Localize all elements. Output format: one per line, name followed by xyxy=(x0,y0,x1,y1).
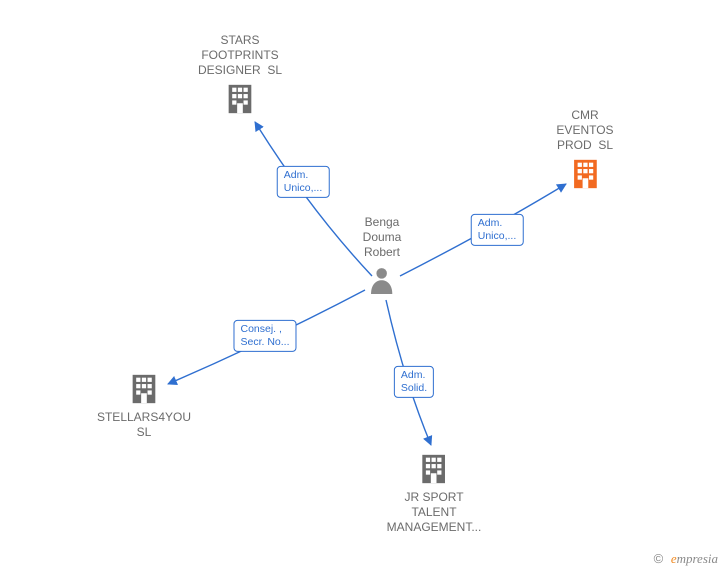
company-label-jrsport: JR SPORT TALENT MANAGEMENT... xyxy=(387,490,482,535)
company-label-cmr: CMR EVENTOS PROD SL xyxy=(556,108,613,153)
watermark: © empresia xyxy=(654,551,718,567)
diagram-canvas: Benga Douma Robert STARS FOOTPRINTS DESI… xyxy=(0,0,728,575)
person-icon xyxy=(363,264,402,294)
building-icon xyxy=(387,452,482,486)
edge-label-stars: Adm. Unico,... xyxy=(277,166,330,198)
person-node[interactable]: Benga Douma Robert xyxy=(363,215,402,294)
building-icon xyxy=(556,157,613,191)
company-node-stellars[interactable]: STELLARS4YOU SL xyxy=(97,372,191,440)
person-label: Benga Douma Robert xyxy=(363,215,402,260)
company-node-jrsport[interactable]: JR SPORT TALENT MANAGEMENT... xyxy=(387,452,482,535)
edge-label-jrsport: Adm. Solid. xyxy=(394,366,434,398)
edge-stars xyxy=(255,122,372,276)
edge-label-stellars: Consej. , Secr. No... xyxy=(233,320,296,352)
company-label-stars: STARS FOOTPRINTS DESIGNER SL xyxy=(198,33,282,78)
company-node-stars[interactable]: STARS FOOTPRINTS DESIGNER SL xyxy=(198,33,282,116)
building-icon xyxy=(198,82,282,116)
copyright-symbol: © xyxy=(654,551,664,566)
company-node-cmr[interactable]: CMR EVENTOS PROD SL xyxy=(556,108,613,191)
brand-name: empresia xyxy=(671,551,718,566)
company-label-stellars: STELLARS4YOU SL xyxy=(97,410,191,440)
edge-label-cmr: Adm. Unico,... xyxy=(471,214,524,246)
building-icon xyxy=(97,372,191,406)
